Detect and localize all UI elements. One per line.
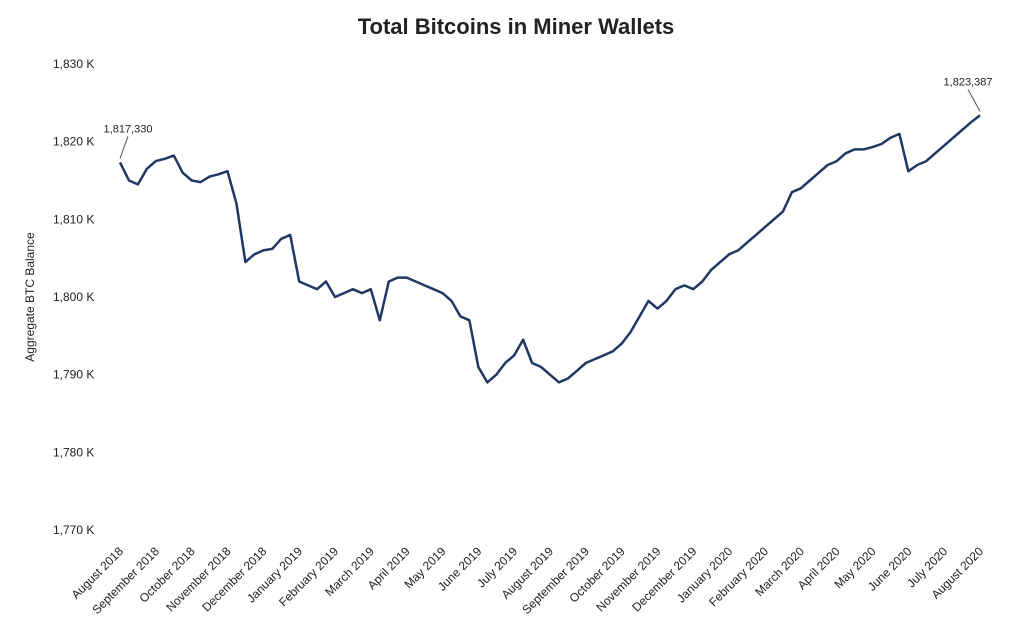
annotation-leader [119, 136, 129, 159]
y-tick-label: 1,830 K [53, 57, 94, 71]
y-tick-label: 1,770 K [53, 523, 94, 537]
y-tick-label: 1,780 K [53, 445, 94, 459]
y-tick-label: 1,810 K [53, 212, 94, 226]
y-tick-label: 1,820 K [53, 135, 94, 149]
y-tick-label: 1,790 K [53, 368, 94, 382]
data-label: 1,823,387 [944, 76, 993, 88]
y-axis-label: Aggregate BTC Balance [23, 232, 37, 362]
chart-title: Total Bitcoins in Miner Wallets [358, 14, 675, 39]
annotation-leader [967, 89, 981, 112]
data-line [118, 114, 981, 384]
y-tick-label: 1,800 K [53, 290, 94, 304]
data-label: 1,817,330 [104, 123, 153, 135]
